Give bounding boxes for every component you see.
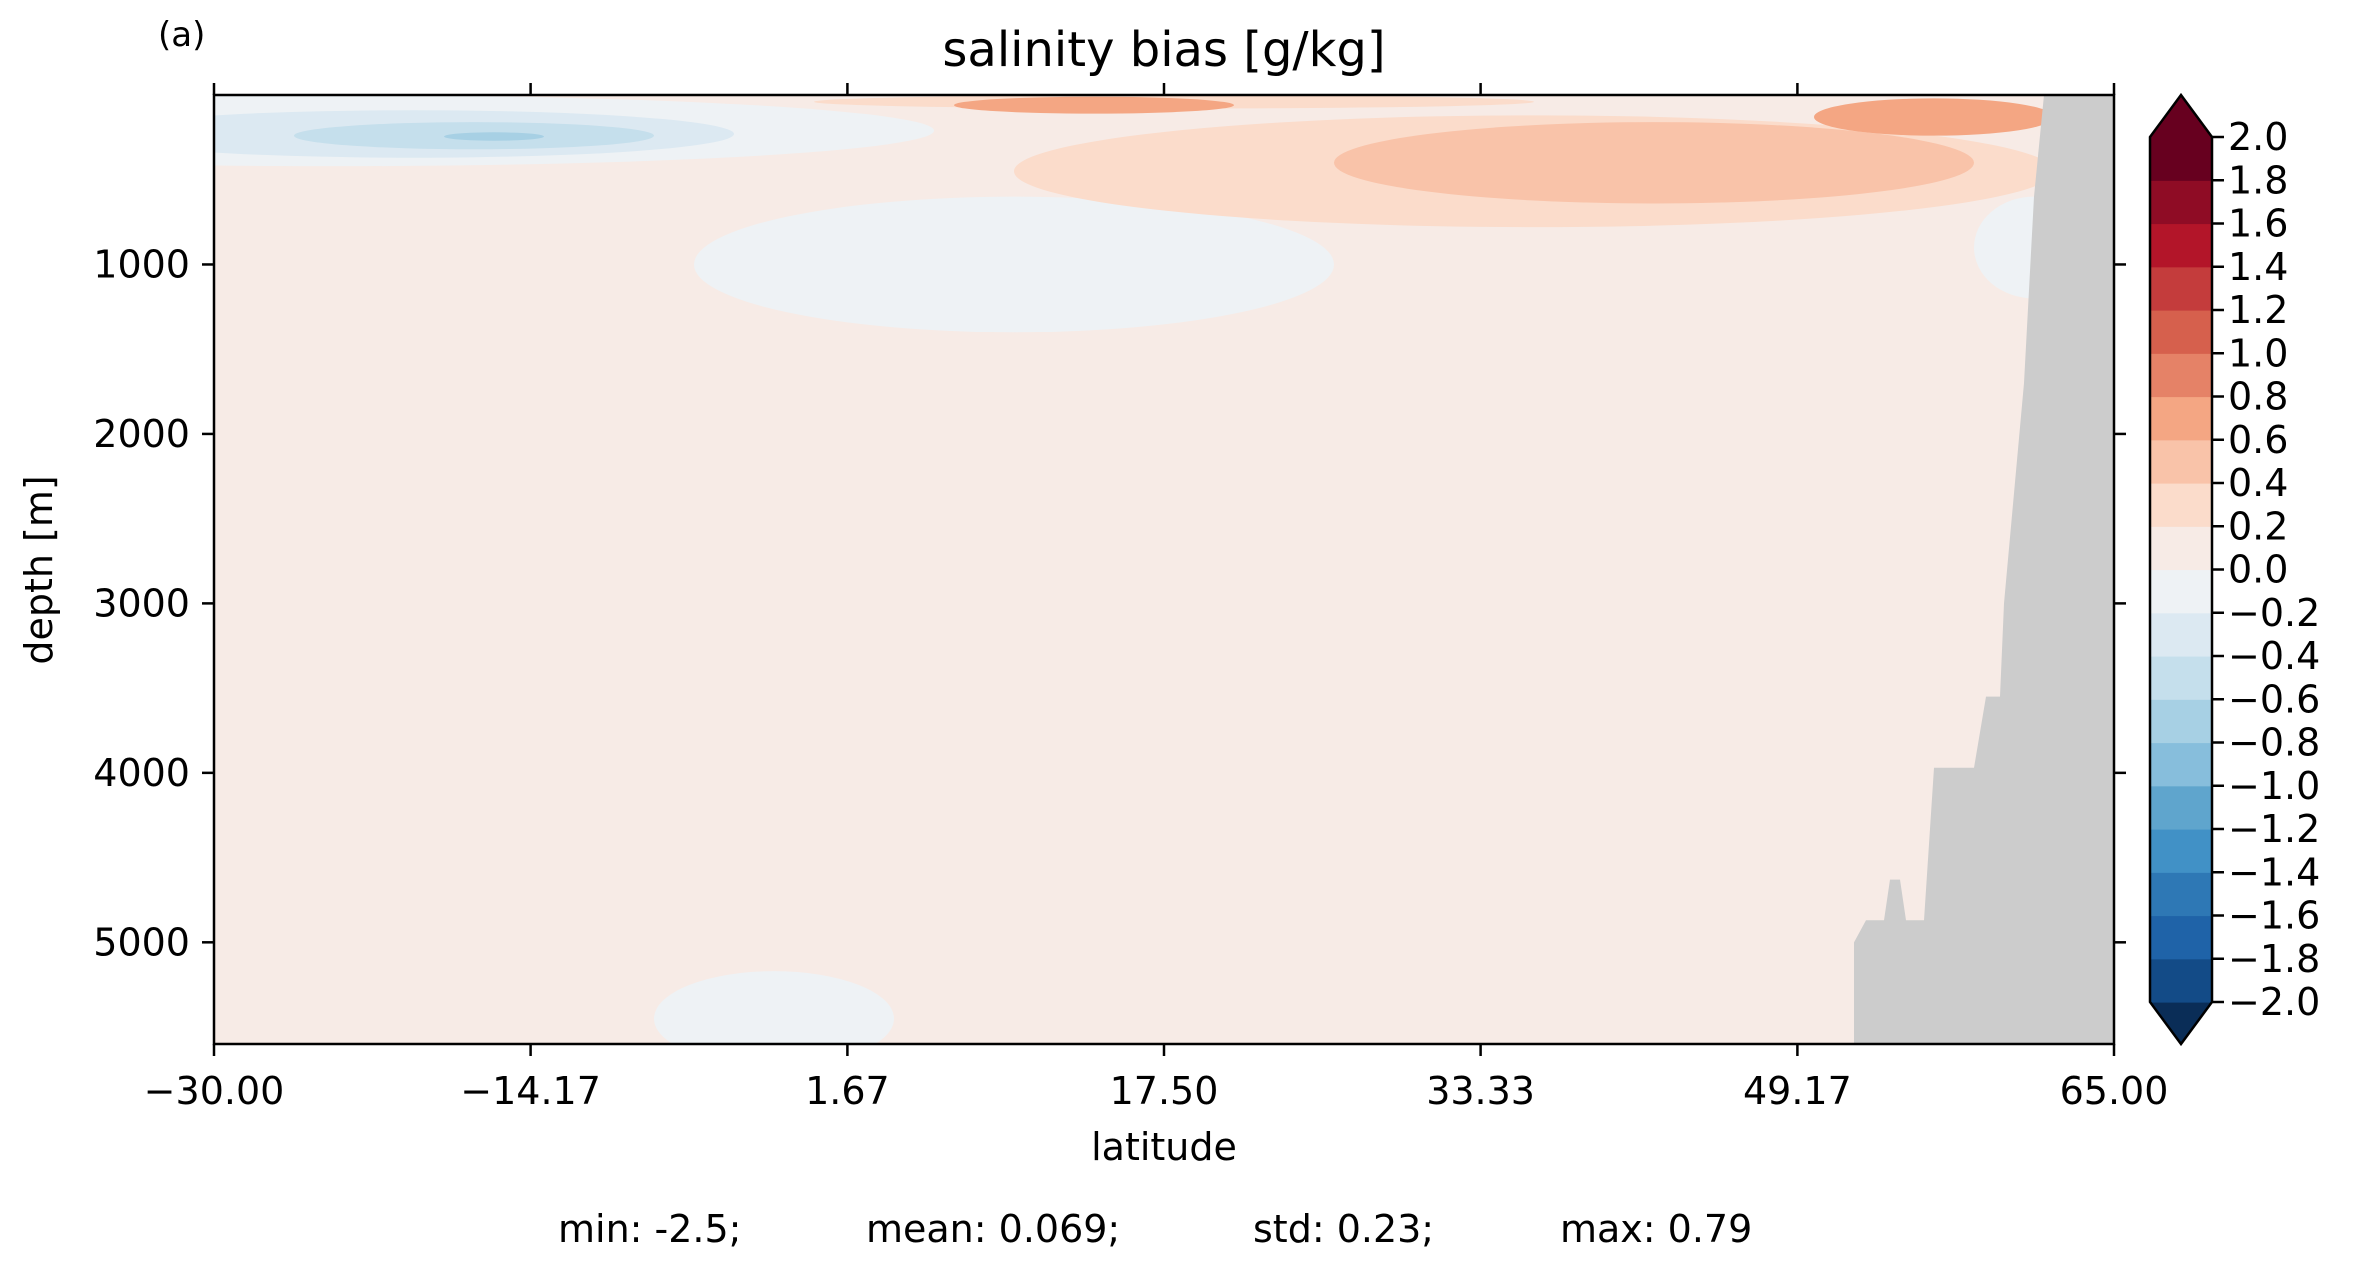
colorbar-tick-label: −0.4 — [2228, 634, 2320, 678]
bias-region — [1814, 98, 2054, 136]
x-tick-label: 49.17 — [1743, 1069, 1852, 1113]
colorbar-tick-label: 0.8 — [2228, 375, 2288, 419]
x-tick-label: 65.00 — [2060, 1069, 2169, 1113]
bias-contours — [214, 95, 2094, 1044]
bias-region — [654, 971, 894, 1044]
bias-region — [694, 196, 1334, 333]
stats-line: min: -2.5; mean: 0.069; std: 0.23; max: … — [558, 1207, 1752, 1251]
colorbar-tick-label: 0.0 — [2228, 548, 2288, 592]
stat-max: max: 0.79 — [1560, 1207, 1752, 1251]
x-tick-label: −14.17 — [460, 1069, 601, 1113]
colorbar-segment — [2150, 483, 2212, 527]
colorbar-tick-label: 0.6 — [2228, 418, 2288, 462]
y-tick-label: 5000 — [93, 920, 190, 964]
colorbar-segment — [2150, 915, 2212, 960]
colorbar-segment — [2150, 872, 2212, 917]
x-tick-label: 17.50 — [1110, 1069, 1219, 1113]
colorbar-segment — [2150, 439, 2212, 484]
colorbar-segment — [2150, 310, 2212, 354]
colorbar-tick-label: 1.4 — [2228, 245, 2288, 289]
colorbar-under-extension — [2150, 1002, 2212, 1044]
colorbar-segment — [2150, 137, 2212, 181]
bias-region — [444, 132, 544, 141]
colorbar-segment — [2150, 785, 2212, 830]
x-axis-label: latitude — [1091, 1125, 1237, 1169]
bias-region — [954, 96, 1234, 114]
colorbar-tick-label: −1.6 — [2228, 894, 2320, 938]
x-axis-top — [212, 83, 2116, 95]
colorbar-segment — [2150, 396, 2212, 441]
colorbar-tick-label: −1.0 — [2228, 764, 2320, 808]
bias-region — [1334, 122, 1974, 204]
y-axis-label: depth [m] — [17, 475, 61, 664]
colorbar-tick-label: 2.0 — [2228, 115, 2288, 159]
x-tick-label: −30.00 — [144, 1069, 285, 1113]
colorbar-tick-label: −1.4 — [2228, 850, 2320, 894]
colorbar-segment — [2150, 180, 2212, 225]
colorbar: −2.0−1.8−1.6−1.4−1.2−1.0−0.8−0.6−0.4−0.2… — [2148, 92, 2320, 1047]
colorbar-tick-label: −0.8 — [2228, 721, 2320, 765]
x-tick-label: 1.67 — [805, 1069, 890, 1113]
colorbar-tick-label: 1.2 — [2228, 288, 2288, 332]
colorbar-segment — [2150, 829, 2212, 873]
colorbar-tick-label: −1.8 — [2228, 937, 2320, 981]
stat-min: min: -2.5; — [558, 1207, 742, 1251]
chart-title: salinity bias [g/kg] — [942, 22, 1385, 78]
y-tick-label: 1000 — [93, 242, 190, 286]
colorbar-segment — [2150, 569, 2212, 614]
y-tick-label: 4000 — [93, 751, 190, 795]
colorbar-tick-label: −2.0 — [2228, 980, 2320, 1024]
colorbar-tick-label: −0.6 — [2228, 677, 2320, 721]
stat-mean: mean: 0.069; — [866, 1207, 1120, 1251]
colorbar-segment — [2150, 223, 2212, 268]
colorbar-tick-label: −0.2 — [2228, 591, 2320, 635]
land-mask — [1854, 95, 2114, 1044]
colorbar-segment — [2150, 526, 2212, 571]
colorbar-tick-label: 0.4 — [2228, 461, 2288, 505]
y-tick-label: 3000 — [93, 581, 190, 625]
colorbar-tick-label: 1.6 — [2228, 202, 2288, 246]
y-tick-label: 2000 — [93, 412, 190, 456]
stat-std: std: 0.23; — [1253, 1207, 1434, 1251]
colorbar-segment — [2150, 353, 2212, 398]
panel-label: (a) — [158, 15, 205, 55]
colorbar-over-extension — [2150, 95, 2212, 137]
colorbar-segment — [2150, 699, 2212, 744]
colorbar-segment — [2150, 958, 2212, 1003]
x-tick-label: 33.33 — [1426, 1069, 1535, 1113]
colorbar-segment — [2150, 612, 2212, 657]
x-axis: −30.00 −14.17 1.67 17.50 33.33 49.17 65.00 — [144, 1044, 2169, 1113]
colorbar-segment — [2150, 266, 2212, 311]
colorbar-tick-label: −1.2 — [2228, 807, 2320, 851]
y-axis: 1000 2000 3000 4000 5000 — [93, 242, 2126, 964]
colorbar-segment — [2150, 656, 2212, 700]
colorbar-tick-label: 1.0 — [2228, 331, 2288, 375]
colorbar-segment — [2150, 742, 2212, 787]
plot-area — [212, 93, 2116, 1046]
colorbar-tick-label: 1.8 — [2228, 158, 2288, 202]
colorbar-tick-label: 0.2 — [2228, 504, 2288, 548]
